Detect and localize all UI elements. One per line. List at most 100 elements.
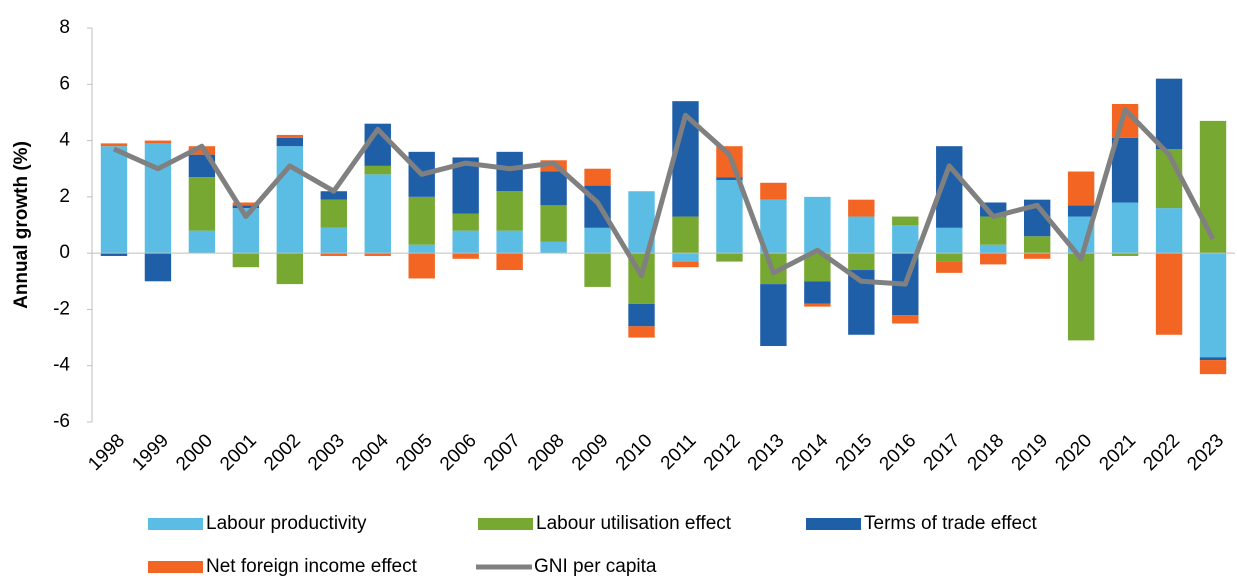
bar [892,225,919,254]
x-tick-label: 2018 [964,430,1009,475]
bar [320,227,347,254]
bar [1023,253,1051,259]
y-tick-label: -4 [53,355,70,376]
legend-label: Labour productivity [206,513,367,534]
bar [672,253,699,262]
x-tick-label: 2017 [920,430,965,475]
x-tick-label: 2023 [1183,430,1228,475]
y-tick-label: -6 [53,411,70,432]
bar [1199,120,1227,254]
y-tick-label: 2 [59,186,70,207]
y-axis-title: Annual growth (%) [11,141,32,309]
x-tick-label: 2010 [612,430,657,475]
y-tick-label: 6 [59,73,70,94]
x-tick-label: 2001 [216,430,261,475]
bar [364,165,391,175]
bar [144,253,172,282]
bar [760,284,787,347]
bar [1067,205,1095,217]
bar [188,177,216,231]
bar [804,196,831,254]
bar [804,303,831,307]
bar [452,253,479,259]
bar [188,230,216,254]
bar [408,196,435,245]
bar [1067,253,1095,341]
bar [100,146,128,254]
bar [496,253,523,271]
bar [540,171,567,206]
bar [1067,171,1095,206]
bar [936,227,963,254]
bar [672,261,699,268]
x-tick-label: 2016 [876,430,921,475]
bar [716,177,743,180]
bar [892,315,919,324]
bar [540,241,567,254]
x-tick-label: 1999 [128,430,173,475]
x-tick-label: 2007 [480,430,525,475]
bar [496,191,523,231]
bar [848,199,875,217]
bar [144,143,172,254]
x-tick-label: 2009 [568,430,613,475]
bar [276,253,304,285]
bar [760,182,787,200]
bar [100,143,128,147]
bar [232,205,260,209]
bar [716,253,743,262]
bar [320,199,347,228]
y-tick-label: -2 [53,298,70,319]
bar [628,303,655,327]
bar [452,213,479,231]
bar [804,281,831,304]
bar [408,244,435,254]
bar [320,253,347,256]
bar [100,253,128,256]
bar [364,174,391,254]
y-tick-label: 0 [59,242,70,263]
bar [980,244,1007,254]
x-tick-label: 2014 [788,430,833,475]
bar [848,253,875,271]
legend-swatch [478,518,533,530]
bar [1155,208,1183,254]
legend-swatch [148,561,203,573]
bar [936,253,963,262]
bar [936,261,963,273]
bar [232,202,260,206]
bar [540,205,567,242]
x-tick-label: 2013 [744,430,789,475]
x-tick-label: 2011 [657,430,701,474]
x-tick-label: 2006 [436,430,481,475]
x-tick-label: 2002 [260,430,305,475]
bar [628,326,655,338]
bar [452,230,479,254]
y-tick-label: 8 [59,17,70,38]
x-tick-label: 2020 [1051,430,1096,475]
bar [496,151,523,192]
bar [1155,78,1183,150]
bar [364,253,391,256]
x-tick-label: 2008 [524,430,569,475]
legend-label: Net foreign income effect [206,556,418,577]
x-tick-label: 2021 [1095,430,1140,475]
bar [276,134,304,138]
bar [892,216,919,225]
bar [276,146,304,254]
legend-label: Terms of trade effect [864,513,1038,534]
bar [980,216,1007,245]
x-tick-label: 2015 [832,430,877,475]
bar [584,253,611,287]
bar [1111,253,1139,256]
bar [848,216,875,254]
x-tick-label: 2019 [1008,430,1053,475]
bar [232,253,260,268]
legend-swatch [148,518,203,530]
bar [584,227,611,254]
x-tick-label: 2012 [700,430,745,475]
bar [1199,357,1227,361]
bar [1155,253,1183,335]
bar [980,253,1007,265]
